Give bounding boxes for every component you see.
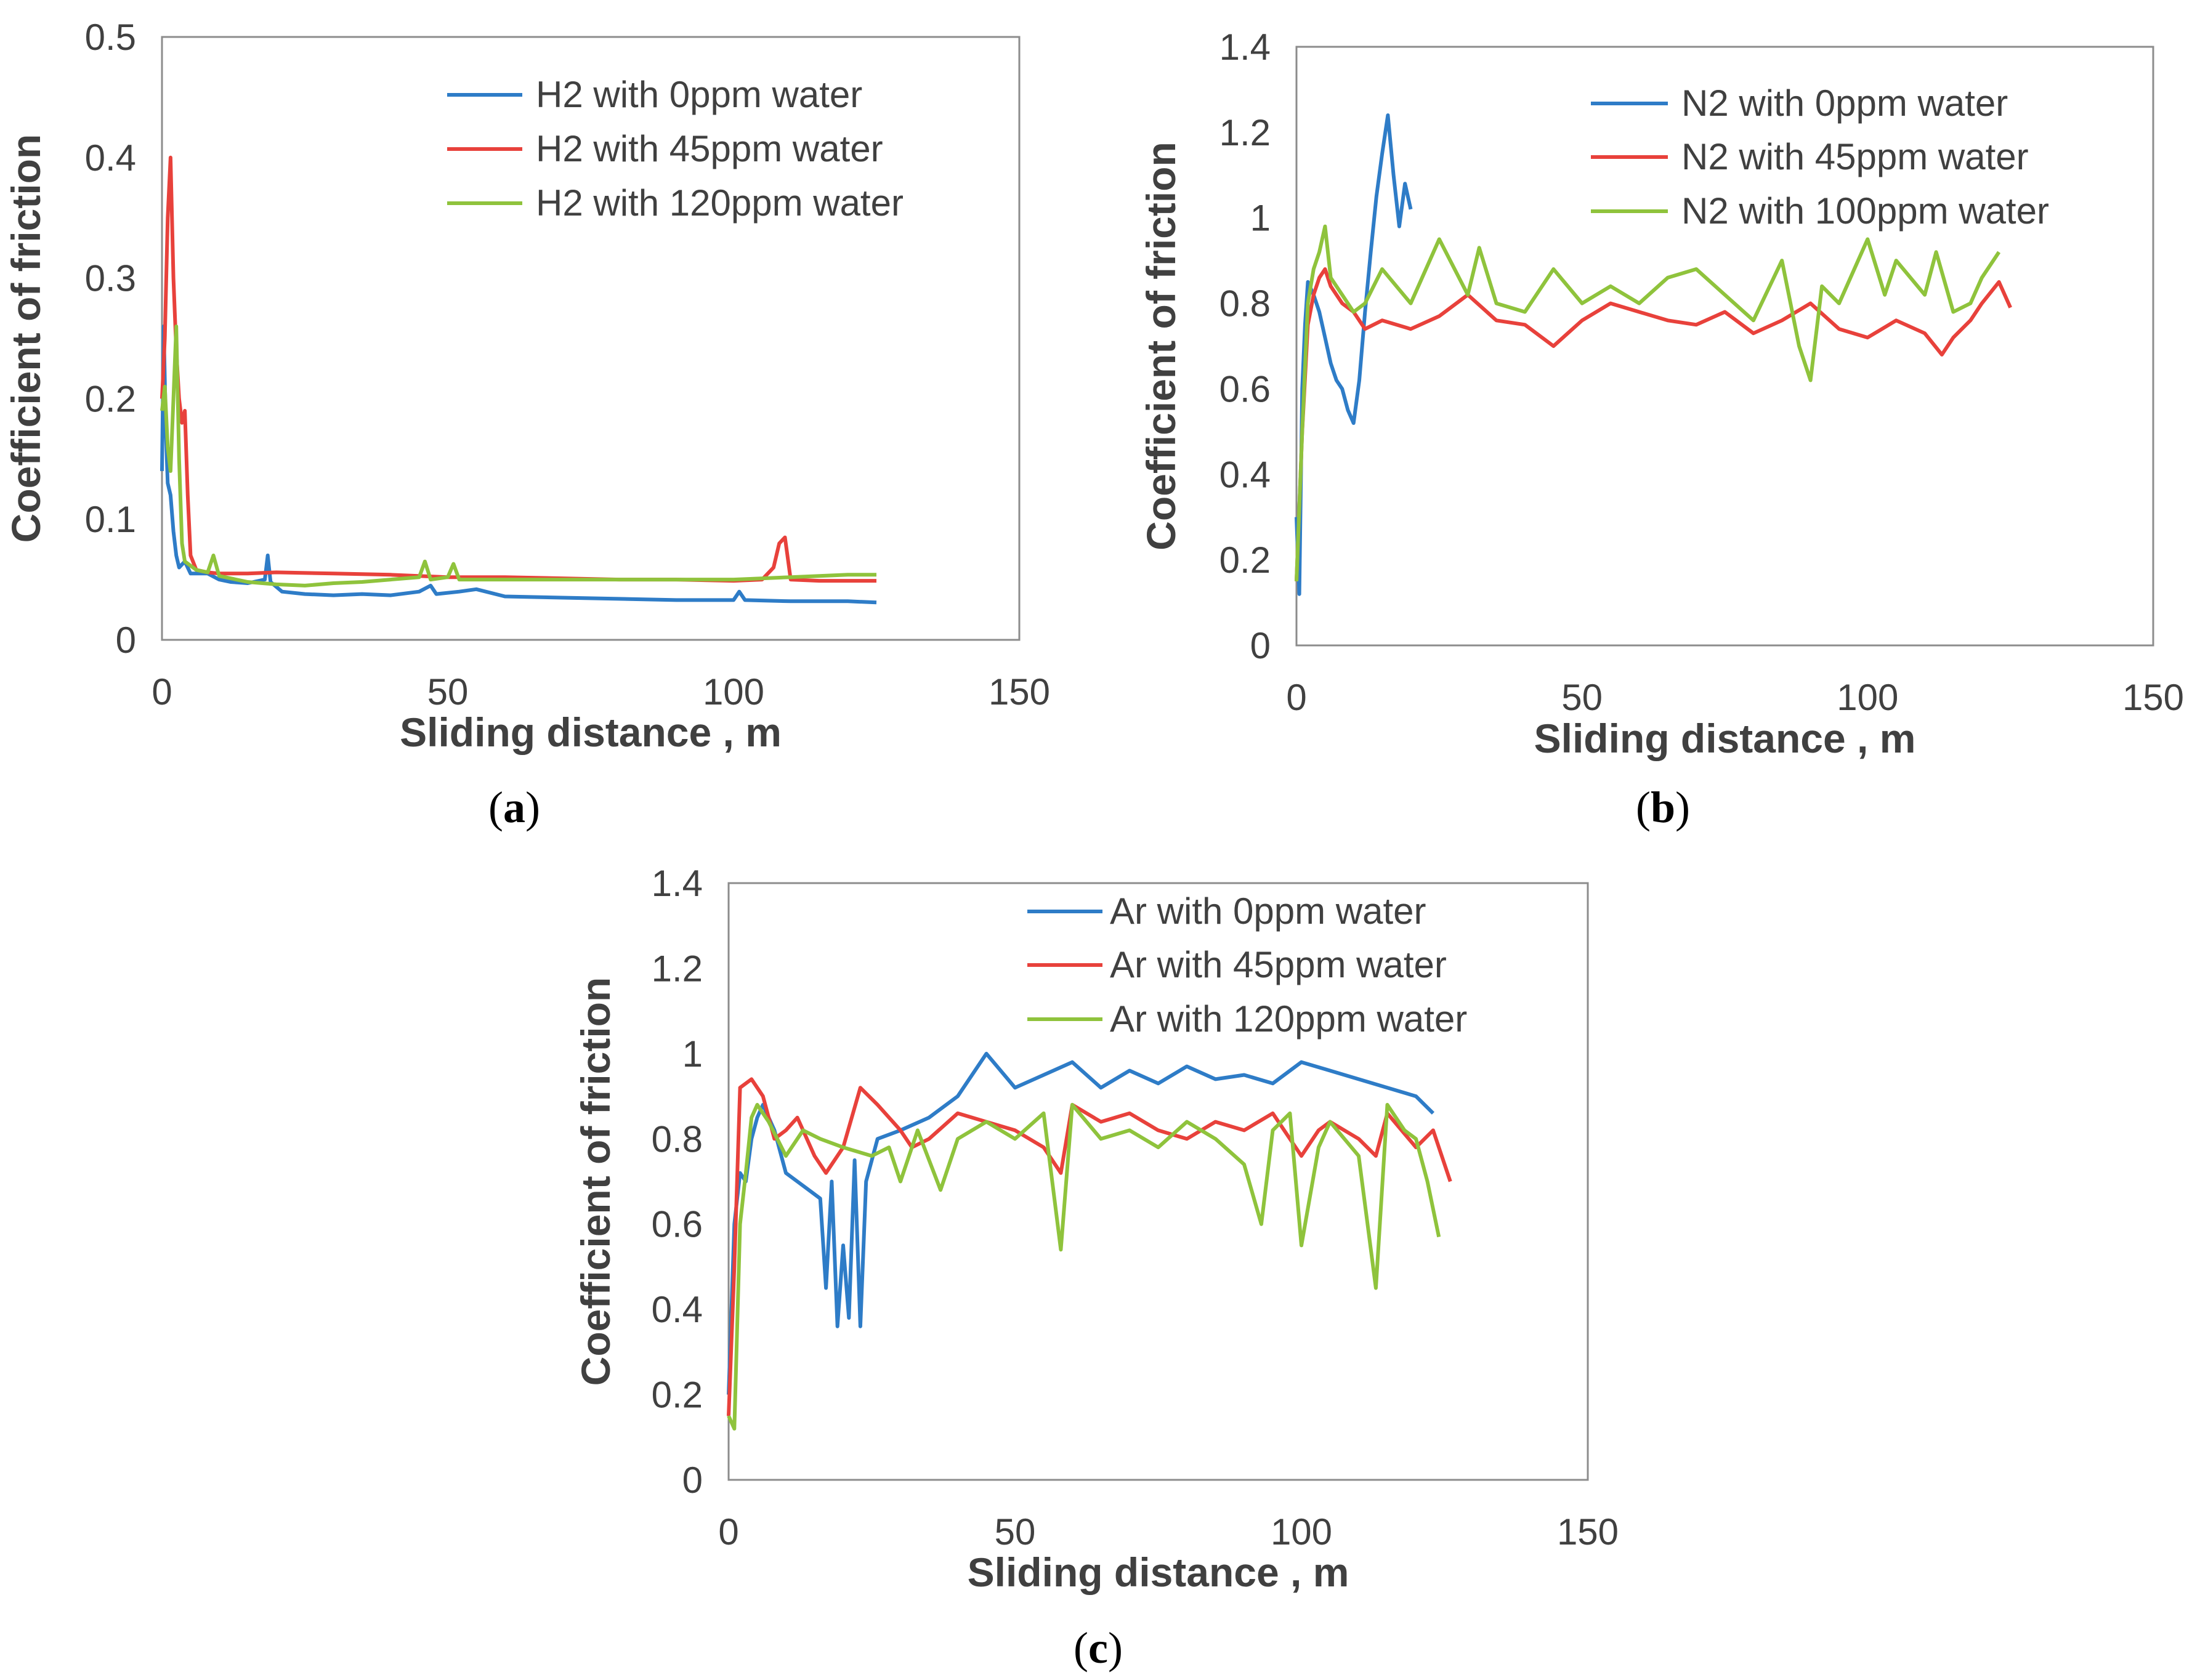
caption-open-paren: ( (1074, 1623, 1088, 1673)
caption-open-paren: ( (1636, 783, 1651, 832)
x-tick-label: 0 (1286, 677, 1306, 718)
y-tick-label: 0.1 (85, 499, 136, 540)
series-line-3 (160, 324, 876, 588)
y-tick-label: 0.3 (85, 258, 136, 299)
y-tick-label: 1.4 (1219, 26, 1271, 68)
y-tick-label: 0 (682, 1460, 703, 1501)
x-tick-label: 50 (427, 671, 469, 713)
y-tick-label: 0.8 (652, 1118, 703, 1160)
x-tick-label: 50 (995, 1511, 1036, 1553)
series-line-3 (727, 1102, 1441, 1431)
y-tick-label: 1 (682, 1033, 703, 1075)
y-tick-label: 0.4 (652, 1289, 703, 1330)
y-axis-title: Coefficient of friction (1138, 142, 1184, 551)
y-tick-label: 0 (1250, 625, 1271, 666)
y-tick-label: 0.6 (652, 1204, 703, 1245)
x-axis-title: Sliding distance , m (400, 709, 782, 755)
y-tick-label: 0.2 (1219, 539, 1271, 581)
legend-entry-label: N2 with 45ppm water (1681, 136, 2029, 177)
y-tick-label: 1.4 (652, 863, 703, 904)
series-line-1 (727, 1051, 1435, 1395)
chart-panel-b: 0 0.2 0.4 0.6 0.8 1 1.2 1.4 0 50 100 150 Sliding dis… (1138, 26, 2184, 832)
series-line-3 (1295, 224, 2001, 582)
chart-panel-a: 0 0.1 0.2 0.3 0.4 0.5 0 50 100 150 Sliding distanc… (3, 17, 1050, 832)
y-tick-label: 0.6 (1219, 368, 1271, 410)
x-tick-label: 0 (152, 671, 172, 713)
caption-letter: c (1088, 1623, 1108, 1673)
caption-close-paren: ) (525, 783, 540, 832)
y-tick-label: 0.4 (1219, 454, 1271, 495)
caption-letter: a (503, 783, 525, 832)
plot-area-frame (1295, 46, 2154, 647)
legend: Ar with 0ppm water Ar with 45ppm water Ar … (1027, 890, 1467, 1040)
plot-area-frame (727, 882, 1589, 1481)
x-axis-title: Sliding distance , m (968, 1549, 1349, 1595)
series-line-1 (160, 324, 877, 605)
series-line-2 (1295, 267, 2012, 582)
x-tick-label: 0 (718, 1511, 738, 1553)
legend-entry-label: H2 with 0ppm water (536, 74, 862, 115)
x-tick-label: 150 (989, 671, 1050, 713)
plot-area-frame (161, 36, 1021, 641)
x-tick-label: 100 (1837, 677, 1898, 718)
legend-entry-label: H2 with 120ppm water (536, 182, 904, 224)
x-tick-label: 150 (2122, 677, 2184, 718)
x-tick-label: 100 (703, 671, 764, 713)
caption-close-paren: ) (1108, 1623, 1123, 1673)
y-axis-title: Coefficient of friction (573, 977, 618, 1386)
panel-caption: (c) (1074, 1623, 1123, 1673)
x-tick-label: 50 (1561, 677, 1603, 718)
y-tick-label: 0 (116, 620, 136, 661)
y-tick-label: 0.5 (85, 17, 136, 58)
legend-entry-label: H2 with 45ppm water (536, 128, 883, 169)
x-axis-title: Sliding distance , m (1534, 716, 1916, 761)
chart-panel-c: 0 0.2 0.4 0.6 0.8 1 1.2 1.4 0 50 100 150 Sliding dis… (573, 863, 1619, 1673)
y-axis-title: Coefficient of friction (3, 134, 49, 543)
legend-entry-label: N2 with 100ppm water (1681, 190, 2049, 232)
legend: N2 with 0ppm water N2 with 45ppm water N2 … (1591, 83, 2049, 232)
y-tick-label: 1.2 (652, 948, 703, 989)
series-line-1 (1295, 113, 1413, 596)
panel-caption: (a) (488, 783, 540, 832)
caption-open-paren: ( (488, 783, 503, 832)
y-tick-label: 0.2 (85, 378, 136, 419)
legend-entry-label: N2 with 0ppm water (1681, 83, 2008, 124)
x-tick-label: 150 (1557, 1511, 1619, 1553)
legend-entry-label: Ar with 45ppm water (1110, 944, 1447, 985)
legend: H2 with 0ppm water H2 with 45ppm water H2 … (447, 74, 904, 224)
caption-close-paren: ) (1675, 783, 1690, 832)
legend-entry-label: Ar with 0ppm water (1110, 890, 1426, 932)
y-tick-label: 1.2 (1219, 112, 1271, 153)
y-tick-label: 0.4 (85, 137, 136, 179)
y-tick-label: 1 (1250, 198, 1271, 239)
panel-caption: (b) (1636, 783, 1690, 832)
y-tick-label: 0.8 (1219, 283, 1271, 325)
x-tick-label: 100 (1271, 1511, 1332, 1553)
caption-letter: b (1651, 783, 1675, 832)
series-line-2 (727, 1077, 1452, 1416)
legend-entry-label: Ar with 120ppm water (1110, 998, 1467, 1040)
y-tick-label: 0.2 (652, 1375, 703, 1416)
